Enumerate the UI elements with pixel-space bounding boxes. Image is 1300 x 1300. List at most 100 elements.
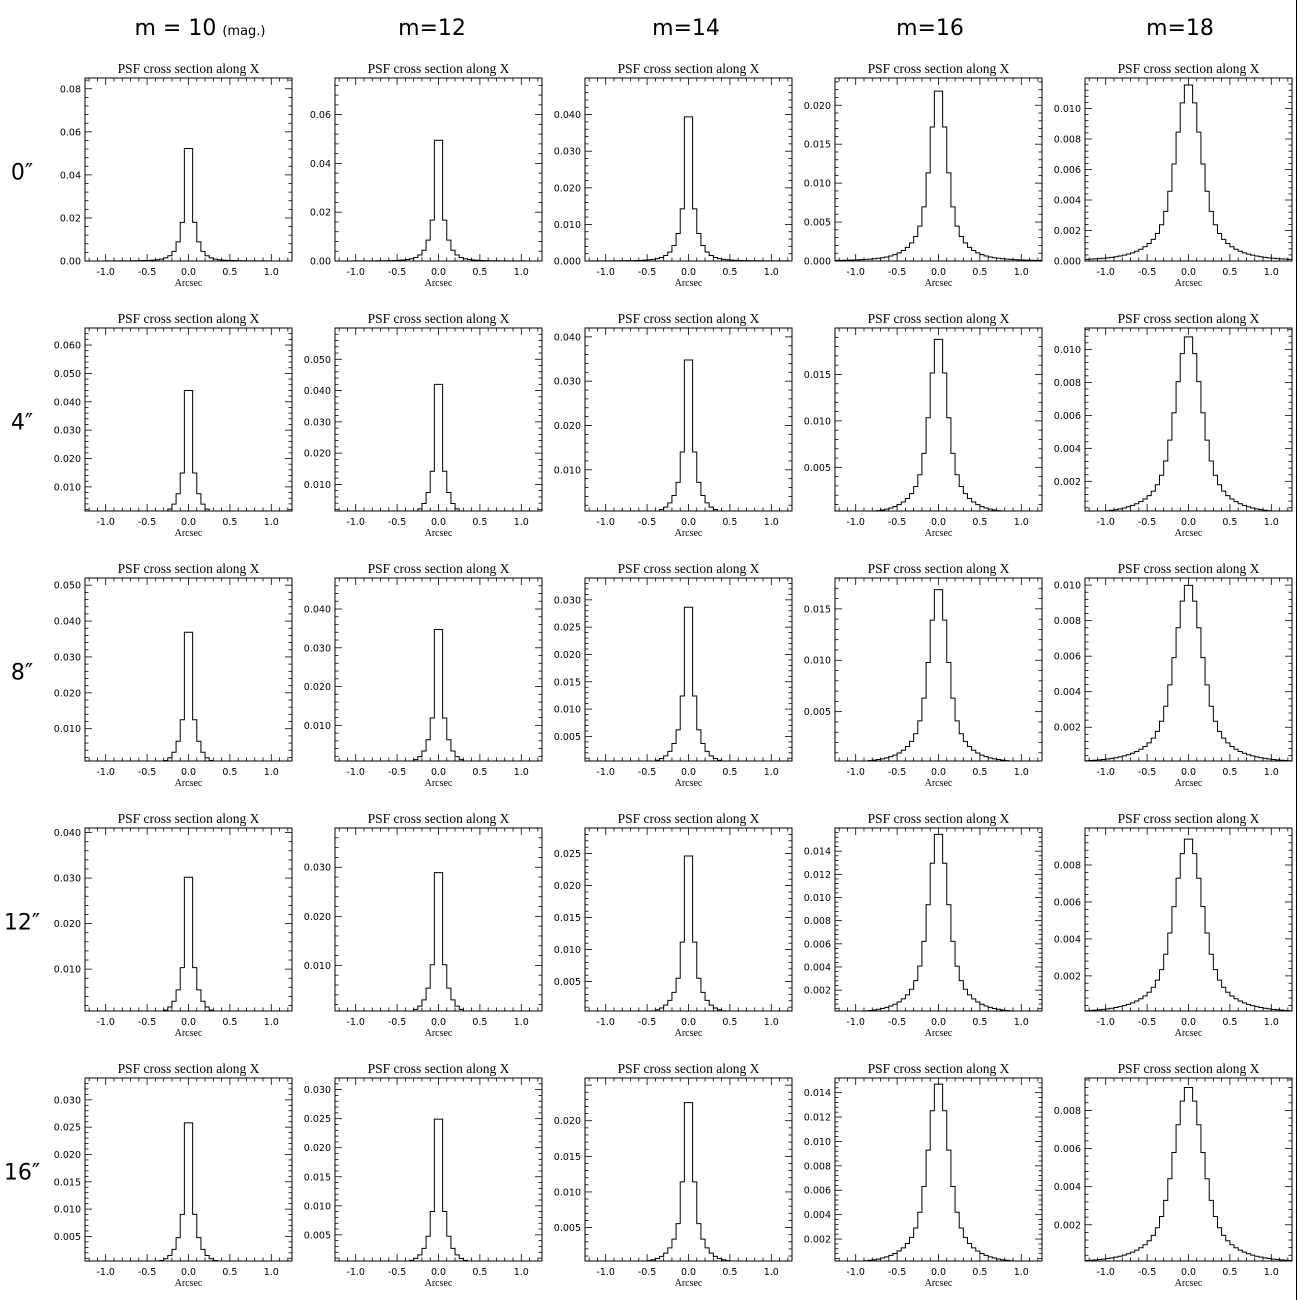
psf-panel-r0-c0: PSF cross section along X -1.0 -0.5 0.0 0.5 1… xyxy=(60,61,293,289)
plot-frame xyxy=(584,77,793,262)
y-tick-label: 0.015 xyxy=(54,1177,81,1188)
x-tick-label: -0.5 xyxy=(388,267,407,278)
x-axis-label: Arcsec xyxy=(925,528,953,539)
x-tick-label: 1.0 xyxy=(264,767,279,778)
y-tick-label: 0.025 xyxy=(554,849,581,860)
x-tick-label: 1.0 xyxy=(264,517,279,528)
y-tick-label: 0.030 xyxy=(304,1085,331,1096)
x-tick-label: 1.0 xyxy=(1264,1017,1279,1028)
y-tick-label: 0.000 xyxy=(1054,257,1081,268)
y-tick-label: 0.010 xyxy=(804,416,831,427)
x-tick-label: 0.5 xyxy=(972,517,987,528)
x-tick-label: -1.0 xyxy=(1096,267,1115,278)
row-header-label: 12″ xyxy=(4,911,40,936)
plot-frame xyxy=(84,1077,293,1262)
y-tick-label: 0.004 xyxy=(804,962,831,973)
y-tick-label: 0.02 xyxy=(60,213,81,224)
y-tick-label: 0.010 xyxy=(54,724,81,735)
x-axis-label: Arcsec xyxy=(675,528,703,539)
y-tick-label: 0.040 xyxy=(54,617,81,628)
x-tick-label: 1.0 xyxy=(764,1267,779,1278)
y-tick-label: 0.06 xyxy=(60,127,81,138)
x-axis-label: Arcsec xyxy=(425,778,453,789)
x-tick-label: 0.5 xyxy=(722,1017,737,1028)
x-axis-label: Arcsec xyxy=(1175,278,1203,289)
panels: PSF cross section along X -1.0 -0.5 0.0 0.5 1… xyxy=(54,61,1293,1289)
x-tick-label: 0.5 xyxy=(1222,267,1237,278)
x-tick-label: 0.5 xyxy=(1222,517,1237,528)
x-tick-label: 0.5 xyxy=(972,767,987,778)
y-tick-label: 0.04 xyxy=(310,159,331,170)
y-tick-label: 0.010 xyxy=(804,179,831,190)
plot-frame xyxy=(834,577,1043,762)
panel-title: PSF cross section along X xyxy=(868,1061,1010,1076)
y-tick-label: 0.004 xyxy=(1054,444,1081,455)
x-tick-label: 0.5 xyxy=(222,1267,237,1278)
panel-title: PSF cross section along X xyxy=(868,811,1010,826)
x-tick-label: -1.0 xyxy=(596,767,615,778)
x-tick-label: 1.0 xyxy=(1264,767,1279,778)
panel-title: PSF cross section along X xyxy=(618,311,760,326)
x-tick-label: 1.0 xyxy=(1264,267,1279,278)
x-tick-label: -0.5 xyxy=(138,767,157,778)
y-tick-label: 0.020 xyxy=(554,183,581,194)
y-tick-label: 0.014 xyxy=(804,847,831,858)
x-tick-label: -0.5 xyxy=(888,767,907,778)
x-tick-label: -1.0 xyxy=(846,1017,865,1028)
y-tick-label: 0.020 xyxy=(54,454,81,465)
x-tick-label: -0.5 xyxy=(1138,1017,1157,1028)
x-tick-label: 0.5 xyxy=(722,267,737,278)
psf-panel-r0-c2: PSF cross section along X -1.0 -0.5 0.0 0.5 1… xyxy=(554,61,793,289)
y-tick-label: 0.005 xyxy=(804,463,831,474)
y-tick-label: 0.020 xyxy=(554,1116,581,1127)
y-tick-label: 0.040 xyxy=(554,332,581,343)
y-tick-label: 0.060 xyxy=(54,341,81,352)
panel-title: PSF cross section along X xyxy=(118,811,260,826)
x-axis-label: Arcsec xyxy=(175,528,203,539)
x-tick-label: -1.0 xyxy=(96,1267,115,1278)
y-tick-label: 0.000 xyxy=(554,257,581,268)
y-tick-label: 0.050 xyxy=(54,369,81,380)
x-tick-label: 0.0 xyxy=(931,1267,946,1278)
y-tick-label: 0.020 xyxy=(554,650,581,661)
x-tick-label: -1.0 xyxy=(596,517,615,528)
column-header-label: m=14 xyxy=(652,16,720,41)
x-tick-label: 0.0 xyxy=(181,267,196,278)
x-tick-label: -0.5 xyxy=(638,767,657,778)
y-tick-label: 0.025 xyxy=(54,1123,81,1134)
y-tick-label: 0.010 xyxy=(304,721,331,732)
y-tick-label: 0.030 xyxy=(54,1095,81,1106)
x-tick-label: 1.0 xyxy=(1014,767,1029,778)
plot-frame xyxy=(1084,1077,1293,1262)
x-tick-label: 0.0 xyxy=(181,517,196,528)
x-tick-label: 1.0 xyxy=(1014,1017,1029,1028)
y-tick-label: 0.08 xyxy=(60,84,81,95)
y-tick-label: 0.012 xyxy=(804,870,831,881)
y-tick-label: 0.020 xyxy=(304,682,331,693)
y-tick-label: 0.002 xyxy=(1054,1220,1081,1231)
y-tick-label: 0.010 xyxy=(554,705,581,716)
x-tick-label: 0.5 xyxy=(972,267,987,278)
x-tick-label: 0.5 xyxy=(722,767,737,778)
y-tick-label: 0.004 xyxy=(1054,196,1081,207)
x-tick-label: 0.0 xyxy=(1181,1017,1196,1028)
plot-frame xyxy=(584,327,793,512)
x-tick-label: 0.0 xyxy=(681,1267,696,1278)
panel-title: PSF cross section along X xyxy=(118,561,260,576)
x-tick-label: -0.5 xyxy=(888,1017,907,1028)
y-tick-label: 0.02 xyxy=(310,208,331,219)
y-tick-label: 0.008 xyxy=(804,916,831,927)
x-tick-label: 0.0 xyxy=(931,517,946,528)
x-tick-label: 0.5 xyxy=(972,1017,987,1028)
y-tick-label: 0.015 xyxy=(804,604,831,615)
column-header: m=12 xyxy=(398,16,466,41)
plot-frame xyxy=(334,77,543,262)
x-tick-label: -0.5 xyxy=(388,1017,407,1028)
x-axis-label: Arcsec xyxy=(925,1278,953,1289)
x-axis-label: Arcsec xyxy=(1175,1028,1203,1039)
x-tick-label: -0.5 xyxy=(888,517,907,528)
x-tick-label: 0.0 xyxy=(681,1017,696,1028)
plot-frame xyxy=(584,1077,793,1262)
y-tick-label: 0.010 xyxy=(554,1187,581,1198)
psf-panel-r1-c2: PSF cross section along X -1.0 -0.5 0.0 0.5 1… xyxy=(554,311,793,539)
